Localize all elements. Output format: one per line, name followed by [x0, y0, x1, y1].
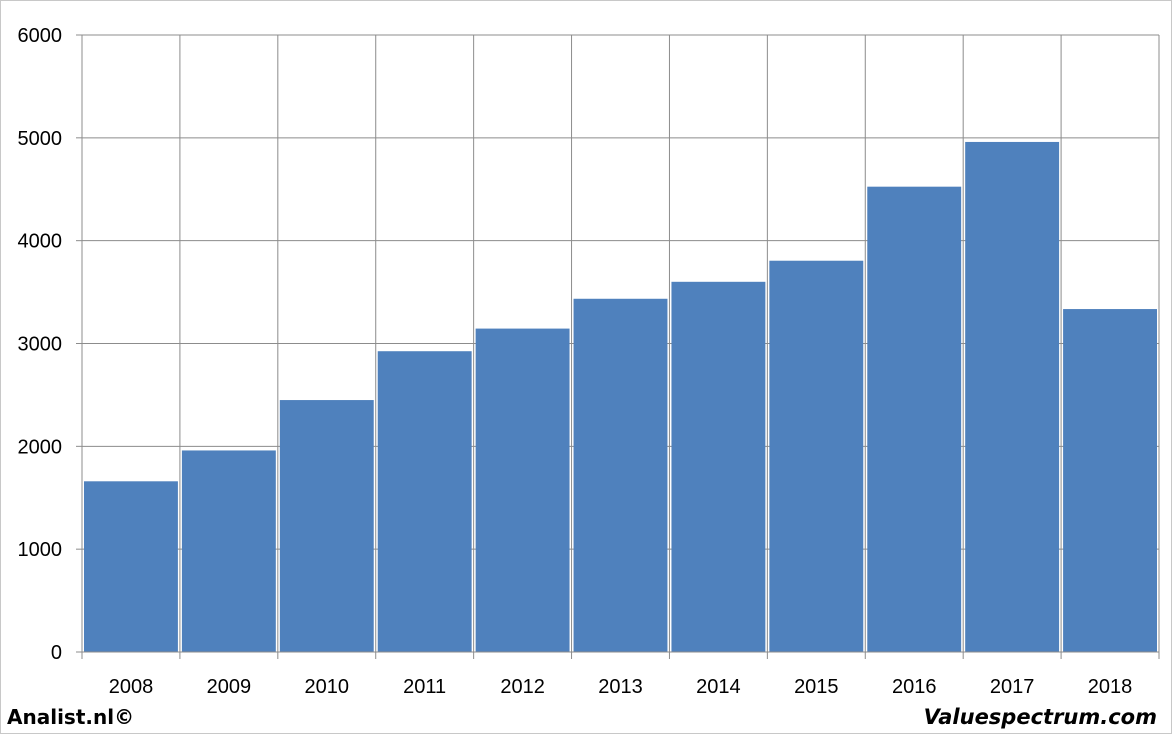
x-tick-label: 2018	[1088, 676, 1133, 698]
y-tick-label: 0	[51, 642, 62, 664]
x-tick-label: 2010	[305, 676, 350, 698]
y-tick-label: 1000	[18, 539, 63, 561]
bar-2010	[279, 400, 374, 652]
footer-credit-right: Valuespectrum.com	[923, 705, 1157, 729]
bar-2009	[181, 450, 276, 652]
bars-layer	[84, 141, 1157, 653]
bar-2011	[377, 351, 472, 652]
bar-2012	[475, 328, 570, 652]
x-tick-labels: 2008 2009 2010 2011 2012 2013 2014 2015 2016 2017…	[109, 676, 1133, 698]
x-tick-label: 2014	[696, 676, 741, 698]
bar-2015	[769, 260, 864, 652]
x-tick-label: 2012	[500, 676, 545, 698]
bar-2008	[84, 481, 178, 652]
y-tick-label: 5000	[18, 128, 63, 150]
x-tick-label: 2009	[207, 676, 252, 698]
x-tick-label: 2016	[892, 676, 937, 698]
y-tick-label: 4000	[18, 231, 63, 253]
bar-2017	[965, 141, 1060, 653]
bar-2018	[1063, 309, 1157, 652]
y-tick-label: 2000	[18, 436, 63, 458]
y-tick-label: 3000	[18, 334, 63, 356]
y-tick-label: 6000	[18, 25, 63, 47]
bar-2014	[671, 281, 766, 652]
x-tick-label: 2017	[990, 676, 1035, 698]
axis-layer	[76, 34, 1160, 659]
x-tick-label: 2013	[598, 676, 643, 698]
x-tick-label: 2015	[794, 676, 839, 698]
footer-credit-left: Analist.nl©	[7, 705, 135, 729]
y-tick-labels: 0 1000 2000 3000 4000 5000 6000	[18, 25, 63, 664]
bar-2013	[573, 298, 668, 652]
grid-layer	[81, 34, 1160, 653]
x-tick-label: 2011	[403, 676, 446, 698]
bar-2016	[867, 186, 962, 652]
x-tick-label: 2008	[109, 676, 154, 698]
